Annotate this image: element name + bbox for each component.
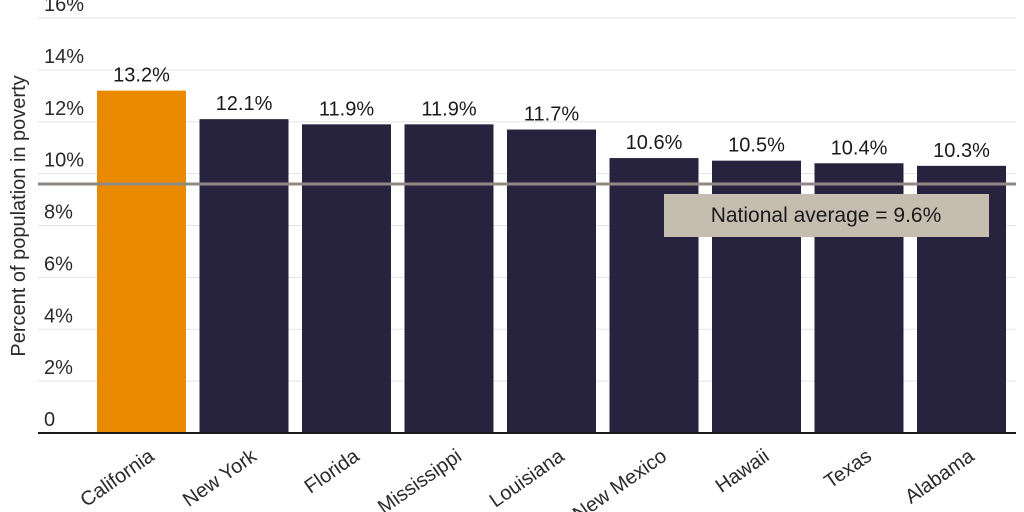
- national-average-label: National average = 9.6%: [711, 204, 942, 227]
- value-label: 11.7%: [524, 104, 579, 126]
- y-tick-label: 10%: [44, 150, 84, 172]
- y-tick-label: 12%: [44, 98, 84, 120]
- x-tick-label: Mississippi: [374, 445, 466, 512]
- national-average-box: [664, 194, 989, 237]
- value-label: 13.2%: [113, 65, 170, 87]
- x-tick-label: New Mexico: [569, 445, 671, 512]
- bar: [199, 119, 289, 433]
- x-tick-label: Alabama: [901, 445, 979, 509]
- bar: [507, 129, 596, 433]
- x-tick-label: Louisiana: [486, 445, 569, 512]
- y-axis-ticks: 0 2% 4% 6% 8% 10% 12% 14% 16%: [44, 0, 84, 431]
- x-tick-label: Hawaii: [712, 445, 774, 497]
- y-tick-label: 8%: [44, 202, 73, 224]
- category-labels: California New York Florida Mississippi Loui…: [77, 445, 980, 512]
- value-label: 10.3%: [933, 140, 990, 162]
- x-tick-label: Texas: [820, 445, 875, 493]
- x-tick-label: Florida: [301, 445, 364, 499]
- x-tick-label: California: [77, 445, 160, 512]
- value-label: 10.4%: [831, 137, 888, 159]
- y-tick-label: 16%: [44, 0, 84, 16]
- x-tick-label: New York: [179, 445, 262, 512]
- bar: [404, 124, 494, 433]
- value-label: 11.9%: [319, 98, 374, 120]
- value-label: 11.9%: [421, 98, 476, 120]
- value-label: 10.5%: [728, 135, 785, 157]
- bar: [97, 90, 186, 433]
- y-tick-label: 6%: [44, 253, 73, 275]
- value-label: 10.6%: [626, 132, 683, 154]
- bars: [97, 90, 1006, 433]
- bar: [302, 124, 391, 433]
- value-labels: 13.2% 12.1% 11.9% 11.9% 11.7% 10.6% 10.5% 10.4%…: [113, 65, 990, 162]
- y-axis-label: Percent of population in poverty: [8, 75, 30, 356]
- y-tick-label: 0: [44, 409, 55, 431]
- value-label: 12.1%: [216, 93, 273, 115]
- y-tick-label: 14%: [44, 46, 84, 68]
- y-tick-label: 4%: [44, 305, 73, 327]
- y-tick-label: 2%: [44, 357, 73, 379]
